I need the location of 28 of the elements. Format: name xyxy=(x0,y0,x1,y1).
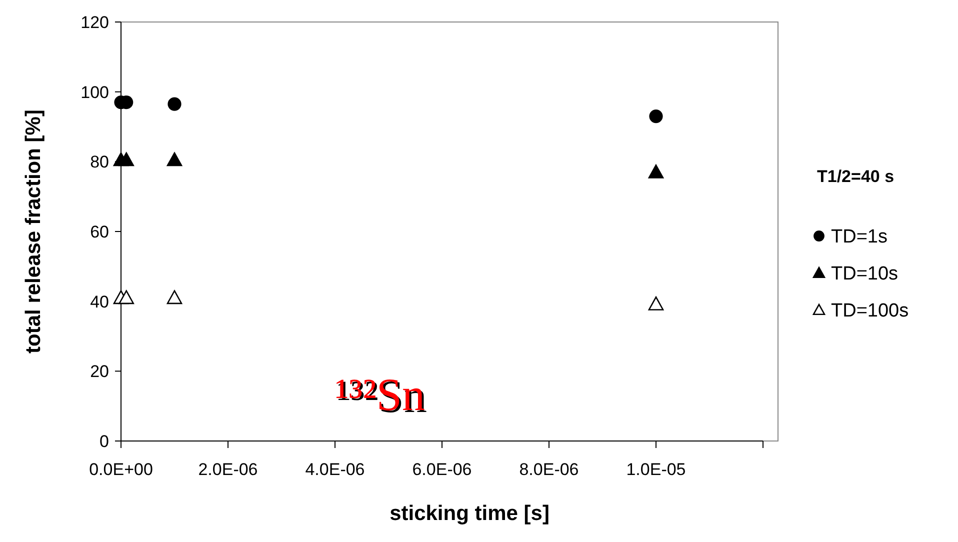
x-tick-label: 8.0E-06 xyxy=(519,460,579,479)
y-tick-label: 20 xyxy=(90,362,109,382)
x-tick-label: 4.0E-06 xyxy=(305,460,365,479)
point xyxy=(648,296,664,310)
y-tick-label: 120 xyxy=(80,12,109,32)
y-tick-label: 80 xyxy=(90,152,109,172)
x-tick-label: 6.0E-06 xyxy=(412,460,472,479)
y-tick-label: 100 xyxy=(80,82,109,102)
y-tick-label: 60 xyxy=(90,222,109,242)
legend-label: TD=100s xyxy=(831,300,909,322)
point xyxy=(649,109,663,124)
point xyxy=(118,152,134,166)
point xyxy=(648,164,664,178)
point xyxy=(168,97,182,111)
legend-label: TD=1s xyxy=(831,226,888,248)
y-tick-label: 40 xyxy=(90,292,109,312)
x-tick-label: 1.0E-05 xyxy=(626,460,686,479)
point xyxy=(166,290,182,304)
x-axis-title: sticking time [s] xyxy=(390,502,550,525)
legend-label: TD=10s xyxy=(831,264,898,285)
legend-title: T1/2=40 s xyxy=(817,167,894,186)
x-tick-label: 2.0E-06 xyxy=(198,460,258,479)
point xyxy=(118,290,134,304)
y-tick-label: 0 xyxy=(100,432,109,451)
point xyxy=(166,152,182,166)
annotation: ¹³²Sn xyxy=(337,371,427,422)
y-axis-title: total release fraction [%] xyxy=(22,110,45,354)
x-tick-label: 0.0E+00 xyxy=(89,460,153,479)
